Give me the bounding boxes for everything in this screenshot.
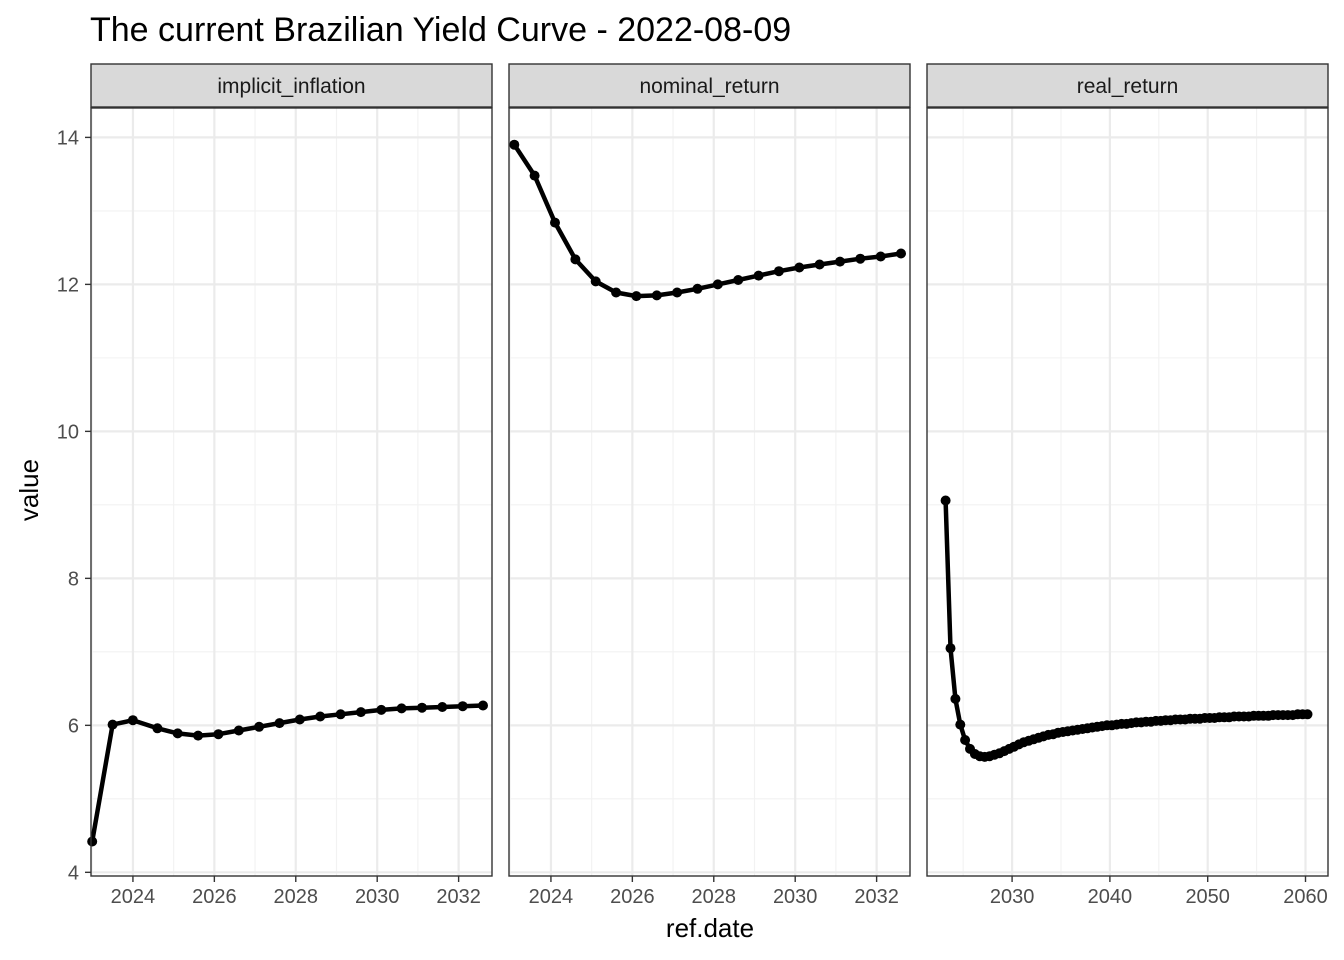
x-tick-label: 2030: [355, 886, 400, 908]
panel-nominal-return: nominal_return 2024 2026 2028 2030 2032: [508, 63, 911, 908]
facet-strip: [90, 63, 493, 108]
data-point: [835, 256, 845, 267]
data-point: [127, 715, 138, 726]
panel-background: [927, 108, 1328, 876]
x-tick-label: 2028: [692, 886, 737, 908]
panel-background: [91, 108, 492, 876]
data-point: [417, 702, 427, 713]
data-point: [950, 693, 961, 704]
data-point: [855, 253, 866, 264]
data-point: [213, 729, 224, 740]
x-tick-label: 2028: [274, 886, 319, 908]
data-point: [335, 709, 346, 720]
x-tick-label: 2024: [111, 886, 156, 908]
data-point: [457, 701, 468, 712]
x-tick-label: 2032: [436, 886, 481, 908]
y-tick-label: 12: [57, 274, 79, 296]
data-point: [315, 711, 326, 722]
data-point: [960, 735, 971, 745]
data-point: [437, 702, 448, 712]
data-point: [631, 291, 642, 302]
facet-strip: [926, 63, 1329, 108]
x-tick-label: 2026: [192, 886, 237, 908]
x-tick-label: 2060: [1283, 886, 1328, 908]
data-point: [896, 248, 906, 259]
panel-border: [90, 107, 493, 877]
data-point: [529, 170, 540, 181]
y-tick-label: 4: [68, 862, 79, 884]
data-point: [509, 139, 520, 150]
data-point: [152, 723, 163, 734]
chart-title: The current Brazilian Yield Curve - 2022…: [90, 11, 791, 49]
data-point: [712, 279, 723, 290]
data-point: [794, 262, 805, 273]
data-point: [875, 251, 886, 262]
x-tick-label: 2040: [1088, 886, 1133, 908]
data-point: [478, 700, 488, 711]
data-point: [172, 728, 183, 739]
facet-label: implicit_inflation: [217, 75, 365, 98]
x-tick-label: 2050: [1185, 886, 1230, 908]
data-point: [773, 266, 784, 277]
x-tick-label: 2030: [990, 886, 1035, 908]
data-point: [396, 703, 407, 714]
y-tick-label: 6: [68, 715, 79, 737]
y-axis: 4 6 8 10 12 14: [57, 127, 91, 884]
x-tick-label: 2030: [773, 886, 818, 908]
data-point: [87, 836, 98, 847]
data-point: [193, 730, 204, 741]
y-tick-label: 10: [57, 421, 79, 443]
data-point: [590, 276, 601, 287]
data-point: [570, 254, 581, 265]
data-point: [672, 287, 683, 298]
panel-real-return: real_return 2030 2040 2050 2060: [926, 63, 1329, 908]
data-point: [753, 270, 764, 281]
facet-label: nominal_return: [639, 75, 779, 98]
facet-strip: [508, 63, 911, 108]
data-point: [254, 721, 265, 732]
x-tick-label: 2024: [529, 886, 574, 908]
data-point: [355, 707, 366, 718]
x-axis-title: ref.date: [666, 913, 754, 943]
facet-label: real_return: [1077, 75, 1179, 98]
data-point: [274, 718, 285, 729]
data-point: [733, 275, 744, 285]
data-point: [945, 643, 956, 654]
data-point: [940, 495, 951, 506]
data-point: [955, 719, 966, 730]
data-point: [376, 704, 387, 715]
data-point: [550, 217, 560, 228]
y-tick-label: 8: [68, 568, 79, 590]
panel-implicit-inflation: implicit_inflation 2024 2026 2028 2030 2032: [87, 63, 493, 908]
data-point: [294, 714, 305, 725]
data-point: [651, 290, 662, 301]
data-point: [814, 259, 825, 270]
x-tick-label: 2032: [854, 886, 899, 908]
panel-background: [509, 108, 910, 876]
data-point: [1302, 709, 1313, 720]
data-point: [611, 287, 622, 298]
panel-border: [926, 107, 1329, 877]
x-tick-label: 2026: [610, 886, 655, 908]
data-point: [692, 283, 703, 294]
data-point: [107, 719, 118, 730]
y-tick-label: 14: [57, 127, 79, 149]
data-point: [233, 725, 244, 736]
y-axis-title: value: [14, 459, 44, 521]
panel-border: [508, 107, 911, 877]
